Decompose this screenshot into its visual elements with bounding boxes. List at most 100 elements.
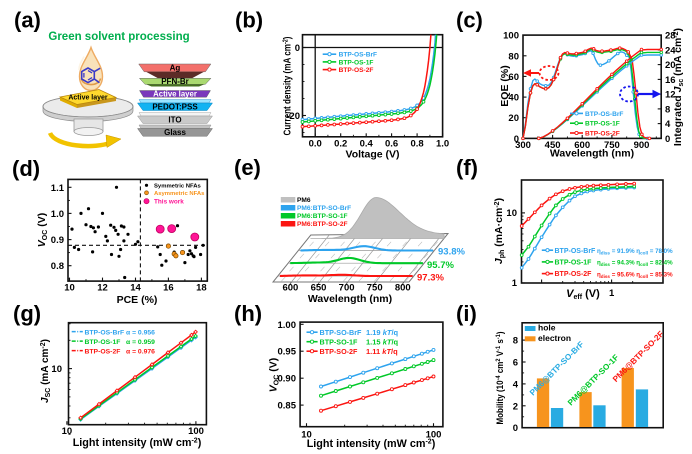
svg-text:1.15 kT/q: 1.15 kT/q: [366, 337, 399, 346]
svg-text:8: 8: [513, 336, 518, 347]
svg-text:0.85: 0.85: [278, 401, 297, 412]
svg-text:electron: electron: [538, 333, 571, 343]
svg-text:8: 8: [665, 104, 670, 115]
svg-text:95.7%: 95.7%: [427, 260, 454, 271]
svg-text:α = 0.956: α = 0.956: [126, 329, 155, 336]
svg-text:PM6@BTP-SO-2F: PM6@BTP-SO-2F: [611, 329, 665, 383]
svg-text:4: 4: [665, 119, 671, 130]
svg-text:700: 700: [339, 283, 355, 294]
svg-text:Active layer: Active layer: [68, 95, 108, 102]
svg-text:16: 16: [665, 75, 676, 86]
svg-text:Asymmetric NFAs: Asymmetric NFAs: [154, 191, 205, 197]
svg-text:0.6: 0.6: [385, 139, 398, 150]
svg-text:1: 1: [512, 278, 518, 289]
svg-text:28: 28: [665, 31, 676, 42]
svg-text:800: 800: [395, 283, 411, 294]
svg-text:BTP-OS-BrF: BTP-OS-BrF: [555, 248, 597, 255]
svg-text:40: 40: [508, 93, 519, 104]
svg-text:750: 750: [604, 140, 620, 151]
svg-text:EQE (%): EQE (%): [499, 65, 511, 106]
svg-text:600: 600: [574, 140, 590, 151]
svg-text:ηdiss = 94.3% ηcoll = 82.4%: ηdiss = 94.3% ηcoll = 82.4%: [597, 260, 673, 268]
svg-text:0.8: 0.8: [51, 261, 64, 272]
svg-text:Mobility (10-4 cm2 V-1 s-1): Mobility (10-4 cm2 V-1 s-1): [495, 332, 505, 425]
svg-text:Ag: Ag: [170, 64, 181, 73]
svg-text:0: 0: [295, 43, 300, 54]
svg-text:BTP-OS-BrF: BTP-OS-BrF: [339, 52, 377, 59]
svg-text:α = 0.959: α = 0.959: [126, 339, 155, 346]
svg-text:2: 2: [513, 401, 518, 412]
svg-text:100: 100: [188, 426, 204, 437]
svg-text:0.4: 0.4: [360, 139, 374, 150]
svg-text:Wavelength (nm): Wavelength (nm): [308, 293, 392, 305]
svg-text:Symmetric NFAs: Symmetric NFAs: [154, 183, 202, 189]
svg-text:1.1: 1.1: [51, 183, 65, 194]
svg-text:VOC (V): VOC (V): [36, 213, 49, 247]
svg-text:BTP-OS-BrF: BTP-OS-BrF: [85, 329, 125, 336]
svg-text:0: 0: [513, 423, 518, 434]
svg-text:Glass: Glass: [164, 128, 186, 137]
svg-text:-20: -20: [286, 111, 300, 122]
svg-text:10: 10: [301, 430, 312, 441]
svg-text:100: 100: [503, 31, 519, 42]
svg-text:100: 100: [426, 430, 442, 441]
svg-text:PM6:BTP-SO-2F: PM6:BTP-SO-2F: [297, 221, 348, 228]
svg-text:BTP-OS-1F: BTP-OS-1F: [555, 260, 593, 267]
svg-text:1.19 kT/q: 1.19 kT/q: [366, 328, 399, 337]
svg-text:24: 24: [665, 45, 676, 56]
svg-text:0.9: 0.9: [51, 235, 64, 246]
svg-text:10: 10: [64, 283, 75, 294]
svg-text:12: 12: [97, 283, 108, 294]
svg-text:300: 300: [515, 140, 531, 151]
svg-text:4: 4: [513, 379, 519, 390]
svg-text:900: 900: [634, 140, 650, 151]
svg-text:1.11 kT/q: 1.11 kT/q: [366, 347, 398, 356]
svg-text:BTP-OS-BrF: BTP-OS-BrF: [585, 111, 623, 118]
svg-text:(i): (i): [456, 301, 477, 326]
svg-text:(b): (b): [235, 8, 263, 33]
svg-text:Current density (mA cm-2): Current density (mA cm-2): [283, 37, 294, 136]
svg-text:0: 0: [514, 134, 519, 145]
svg-text:Integrated Jsc (mA cm-2): Integrated Jsc (mA cm-2): [672, 28, 685, 146]
svg-text:BTP-OS-2F: BTP-OS-2F: [85, 348, 121, 355]
svg-text:ITO: ITO: [168, 115, 181, 124]
svg-text:PM6:BTP-SO-1F: PM6:BTP-SO-1F: [297, 213, 348, 220]
svg-text:This work: This work: [154, 198, 184, 205]
svg-text:ηdiss = 91.9% ηcoll = 78.0%: ηdiss = 91.9% ηcoll = 78.0%: [597, 248, 673, 256]
svg-text:(e): (e): [234, 155, 261, 180]
svg-text:16: 16: [163, 283, 174, 294]
svg-text:BTP-SO-1F: BTP-SO-1F: [320, 337, 359, 346]
svg-text:(h): (h): [234, 301, 262, 326]
svg-text:1.0: 1.0: [51, 209, 64, 220]
svg-text:Veff (V): Veff (V): [566, 288, 600, 301]
svg-text:VOC (V): VOC (V): [268, 358, 281, 392]
svg-text:PM6: PM6: [297, 197, 311, 204]
svg-text:Active layer: Active layer: [153, 90, 197, 99]
svg-text:(g): (g): [13, 301, 41, 326]
svg-text:750: 750: [367, 283, 383, 294]
svg-text:α = 0.976: α = 0.976: [126, 348, 155, 355]
svg-text:20: 20: [508, 113, 519, 124]
svg-text:PEDOT:PSS: PEDOT:PSS: [152, 102, 198, 111]
svg-text:BTP-SO-BrF: BTP-SO-BrF: [320, 328, 363, 337]
svg-text:80: 80: [508, 51, 519, 62]
svg-text:1.00: 1.00: [278, 320, 297, 331]
svg-text:450: 450: [545, 140, 561, 151]
svg-text:20: 20: [665, 60, 676, 71]
svg-text:BTP-SO-2F: BTP-SO-2F: [320, 347, 359, 356]
svg-text:(c): (c): [456, 8, 483, 33]
svg-text:ηdiss = 95.6% ηcoll = 85.3%: ηdiss = 95.6% ηcoll = 85.3%: [597, 271, 673, 279]
svg-text:hole: hole: [538, 323, 556, 333]
svg-text:(a): (a): [14, 8, 41, 33]
svg-text:Voltage (V): Voltage (V): [345, 149, 399, 161]
svg-text:PM6:BTP-SO-BrF: PM6:BTP-SO-BrF: [297, 205, 351, 212]
svg-text:(d): (d): [12, 156, 40, 181]
svg-text:12: 12: [665, 90, 676, 101]
svg-text:0.8: 0.8: [410, 139, 423, 150]
svg-text:(f): (f): [456, 155, 478, 180]
svg-text:10: 10: [62, 426, 73, 437]
svg-text:Wavelength (nm): Wavelength (nm): [550, 148, 634, 160]
svg-text:1: 1: [609, 288, 615, 299]
svg-text:0.2: 0.2: [334, 139, 347, 150]
svg-text:JSC (mA cm-2): JSC (mA cm-2): [40, 339, 52, 403]
